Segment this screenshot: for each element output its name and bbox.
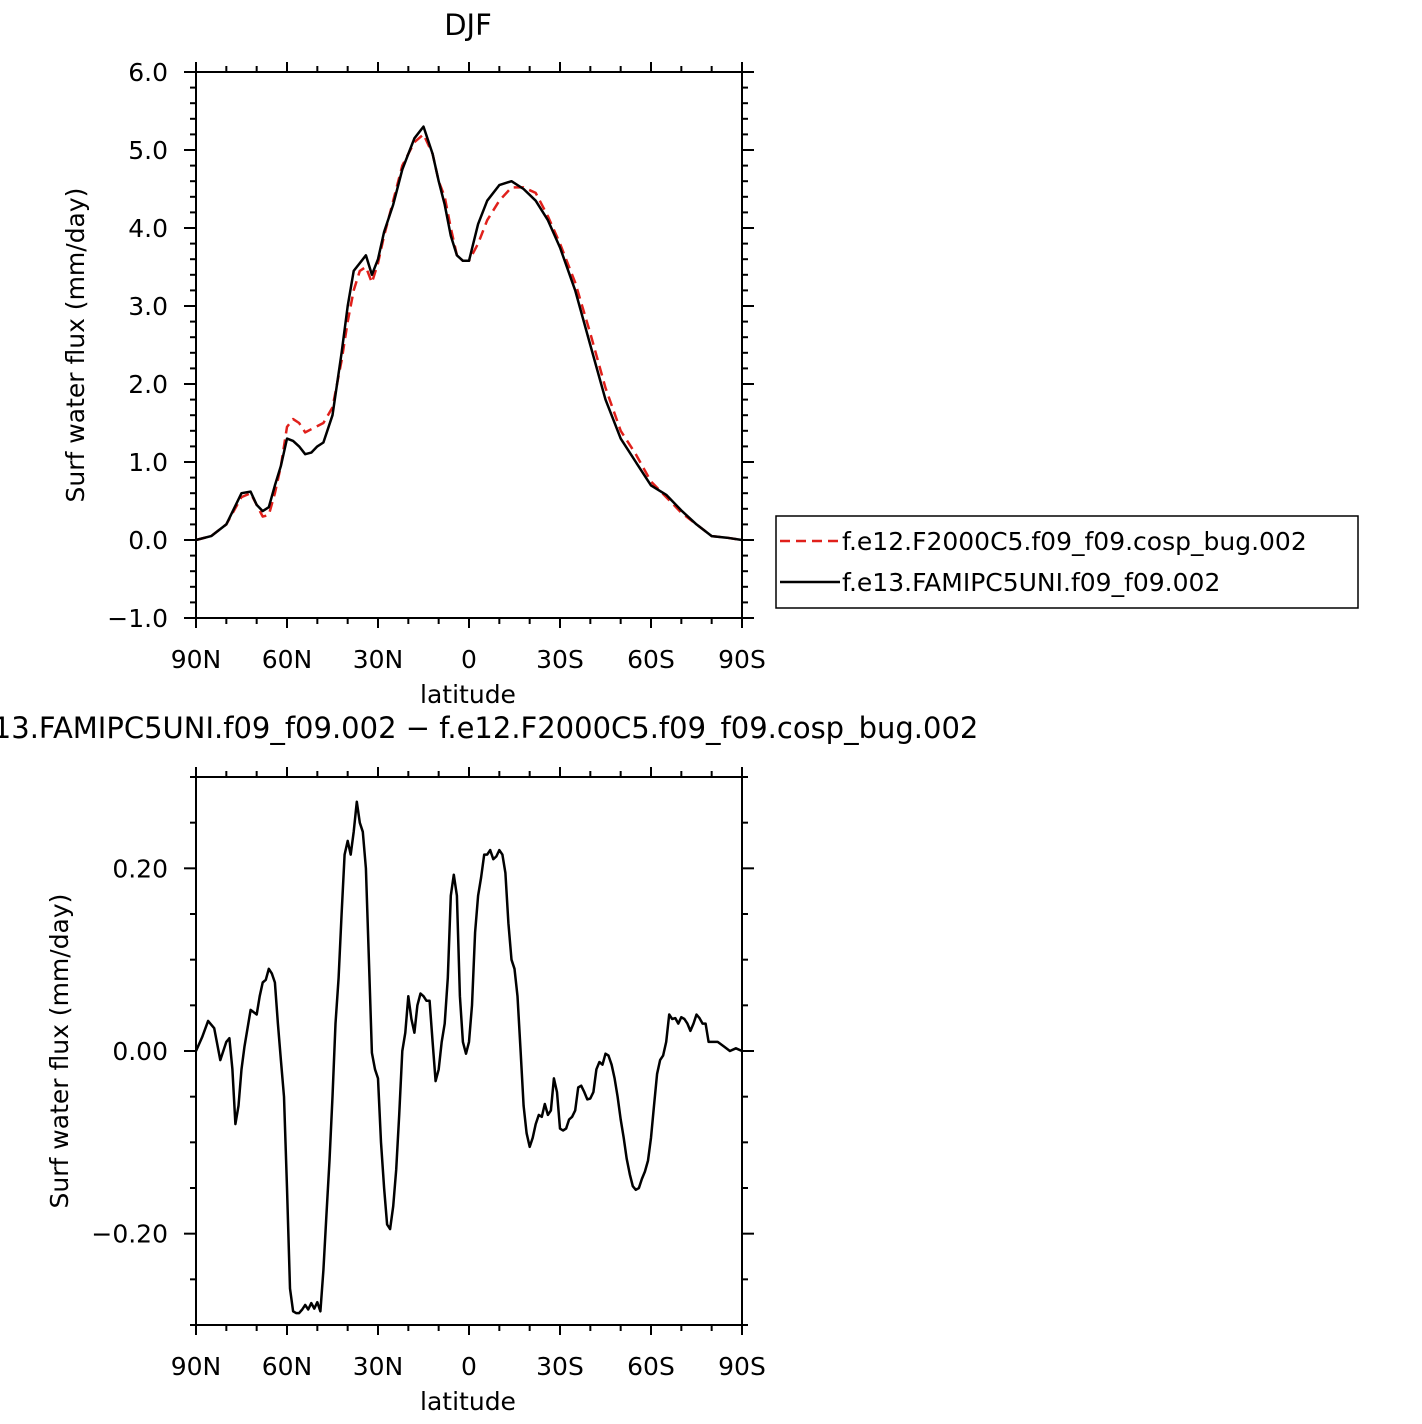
top-x-axis-title: latitude <box>420 680 516 709</box>
legend-label-famipc5uni: f.e13.FAMIPC5UNI.f09_f09.002 <box>842 568 1220 597</box>
bottom-x-tick-label: 0 <box>461 1352 477 1381</box>
top-panel: DJF 90N 60N 30N 0 30S 60S 90S 6.0 5.0 4.0 3.0 2.0 1.… <box>61 8 1359 709</box>
legend-label-cosp-bug: f.e12.F2000C5.f09_f09.cosp_bug.002 <box>842 527 1307 556</box>
bottom-ticks: 90N 60N 30N 0 30S 60S 90S 0.20 0.00 −0.20 <box>91 767 766 1381</box>
bottom-x-tick-label: 60N <box>262 1352 313 1381</box>
top-series-line-1 <box>195 125 743 542</box>
bottom-x-tick-label: 90S <box>718 1352 766 1381</box>
top-chart-title: DJF <box>444 8 492 42</box>
bottom-y-axis-title: Surf water flux (mm/day) <box>45 894 74 1209</box>
top-y-tick-label: 0.0 <box>128 526 168 555</box>
legend-box <box>775 515 1359 609</box>
top-x-tick-label: 30N <box>353 645 404 674</box>
top-x-tick-label: 60S <box>627 645 675 674</box>
bottom-chart-title: f.e13.FAMIPC5UNI.f09_f09.002 − f.e12.F20… <box>0 711 978 745</box>
top-x-tick-label: 90S <box>718 645 766 674</box>
bottom-x-tick-label: 90N <box>171 1352 222 1381</box>
bottom-y-tick-label: 0.00 <box>112 1037 168 1066</box>
top-y-tick-label: 1.0 <box>128 448 168 477</box>
top-x-tick-label: 30S <box>536 645 584 674</box>
bottom-series-line-0 <box>194 800 743 1315</box>
top-x-tick-label: 90N <box>171 645 222 674</box>
bottom-x-tick-label: 60S <box>627 1352 675 1381</box>
top-y-tick-label: 3.0 <box>128 292 168 321</box>
legend: f.e12.F2000C5.f09_f09.cosp_bug.002 f.e13… <box>775 515 1359 609</box>
bottom-plot-lines <box>194 800 743 1315</box>
bottom-x-tick-label: 30S <box>536 1352 584 1381</box>
top-y-axis-title: Surf water flux (mm/day) <box>61 188 90 503</box>
top-plot-lines <box>195 125 743 542</box>
bottom-y-tick-label: 0.20 <box>112 854 168 883</box>
bottom-panel: f.e13.FAMIPC5UNI.f09_f09.002 − f.e12.F20… <box>0 711 978 1416</box>
top-ticks: 90N 60N 30N 0 30S 60S 90S 6.0 5.0 4.0 3.0 2.0 1.0 0.0… <box>107 58 766 674</box>
top-y-tick-label: 6.0 <box>128 58 168 87</box>
bottom-plot-frame <box>195 776 743 1326</box>
top-x-tick-label: 60N <box>262 645 313 674</box>
top-y-tick-label: −1.0 <box>107 604 168 633</box>
top-x-tick-label: 0 <box>461 645 477 674</box>
bottom-x-axis-title: latitude <box>420 1387 516 1416</box>
top-y-tick-label: 5.0 <box>128 136 168 165</box>
top-plot-frame <box>195 71 743 619</box>
top-y-tick-label: 2.0 <box>128 370 168 399</box>
top-y-tick-label: 4.0 <box>128 214 168 243</box>
bottom-y-tick-label: −0.20 <box>91 1220 168 1249</box>
bottom-x-tick-label: 30N <box>353 1352 404 1381</box>
